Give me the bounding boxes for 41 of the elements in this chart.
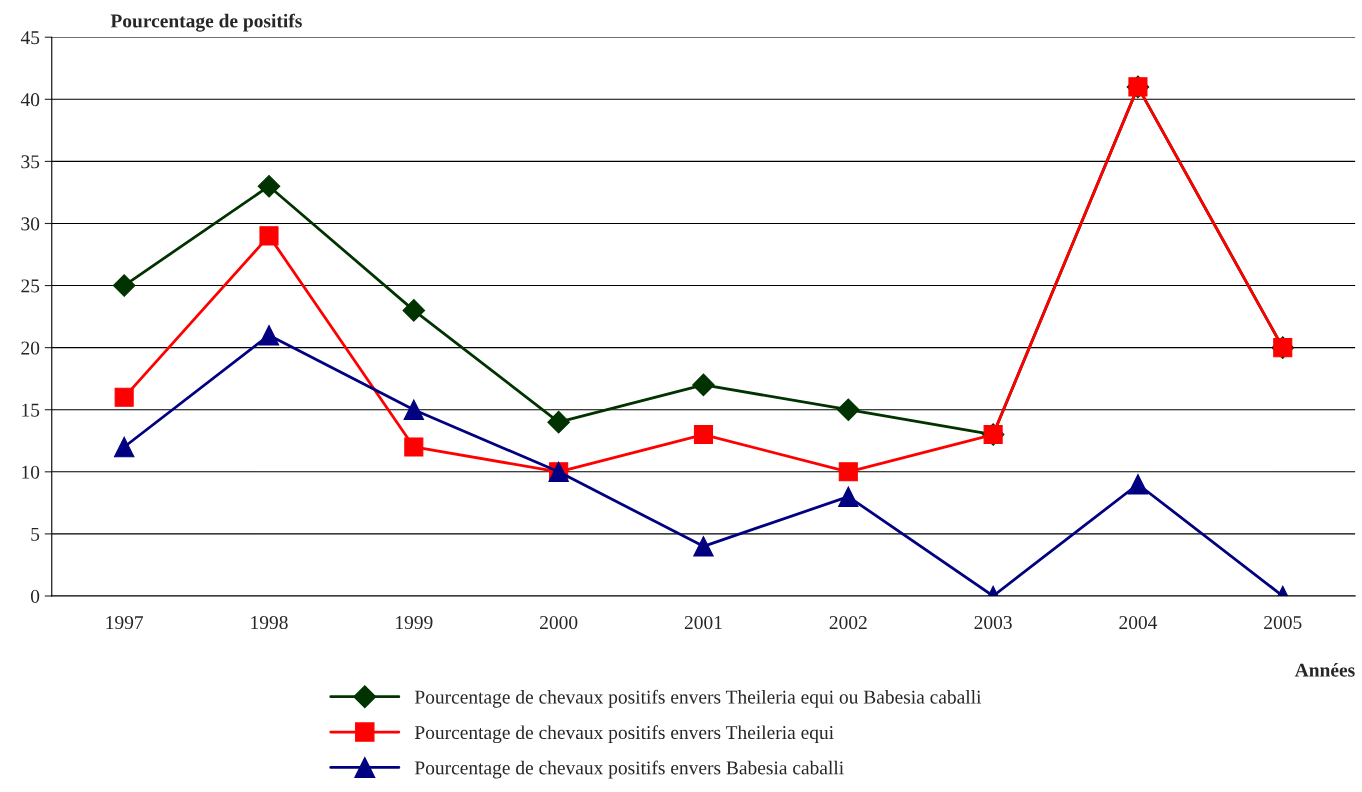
point bbox=[838, 462, 858, 482]
x-tick-label: 2005 bbox=[1264, 615, 1302, 630]
x-tick-label: 1999 bbox=[396, 616, 433, 630]
point bbox=[402, 299, 426, 322]
y-tick-label: 25 bbox=[21, 279, 40, 293]
y-tick-label: 10 bbox=[22, 465, 40, 479]
y-tick-label: 40 bbox=[20, 93, 40, 107]
y-tick-label: 20 bbox=[21, 341, 40, 355]
y-tick-label: 45 bbox=[20, 31, 40, 45]
x-tick-label: 2004 bbox=[1119, 615, 1158, 630]
legend-label: Pourcentage de chevaux positifs envers Theileria equi bbox=[414, 725, 834, 744]
point bbox=[113, 436, 135, 458]
point bbox=[259, 226, 279, 246]
point bbox=[1127, 473, 1149, 495]
legend-label: Pourcentage de chevaux positifs envers Babesia caballi bbox=[414, 760, 844, 779]
y-tick-label: 35 bbox=[21, 155, 40, 169]
point bbox=[547, 410, 570, 434]
y-axis-title: Pourcentage de positifs bbox=[110, 13, 302, 32]
x-tick-label: 1998 bbox=[251, 615, 288, 630]
x-axis-title: Années bbox=[1294, 663, 1355, 677]
x-tick-label: 1997 bbox=[106, 616, 144, 630]
point bbox=[257, 174, 281, 198]
point bbox=[112, 274, 136, 297]
point bbox=[258, 324, 280, 346]
x-tick-label: 2000 bbox=[540, 615, 578, 630]
point bbox=[403, 399, 425, 420]
x-tick-label: 2001 bbox=[684, 615, 722, 630]
point bbox=[836, 398, 860, 422]
y-tick-label: 15 bbox=[22, 403, 40, 417]
point bbox=[693, 536, 714, 557]
point bbox=[404, 437, 424, 457]
y-tick-label: 5 bbox=[31, 527, 40, 541]
x-tick-label: 2002 bbox=[829, 615, 867, 630]
legend-label: Pourcentage de chevaux positifs envers Theileria equi ou Babesia caballi bbox=[414, 689, 982, 708]
x-tick-label: 2003 bbox=[974, 615, 1012, 630]
y-tick-label: 0 bbox=[30, 589, 40, 603]
point bbox=[114, 387, 134, 407]
point bbox=[693, 425, 714, 445]
point bbox=[838, 486, 859, 507]
point bbox=[692, 373, 715, 397]
y-tick-label: 30 bbox=[21, 217, 40, 231]
